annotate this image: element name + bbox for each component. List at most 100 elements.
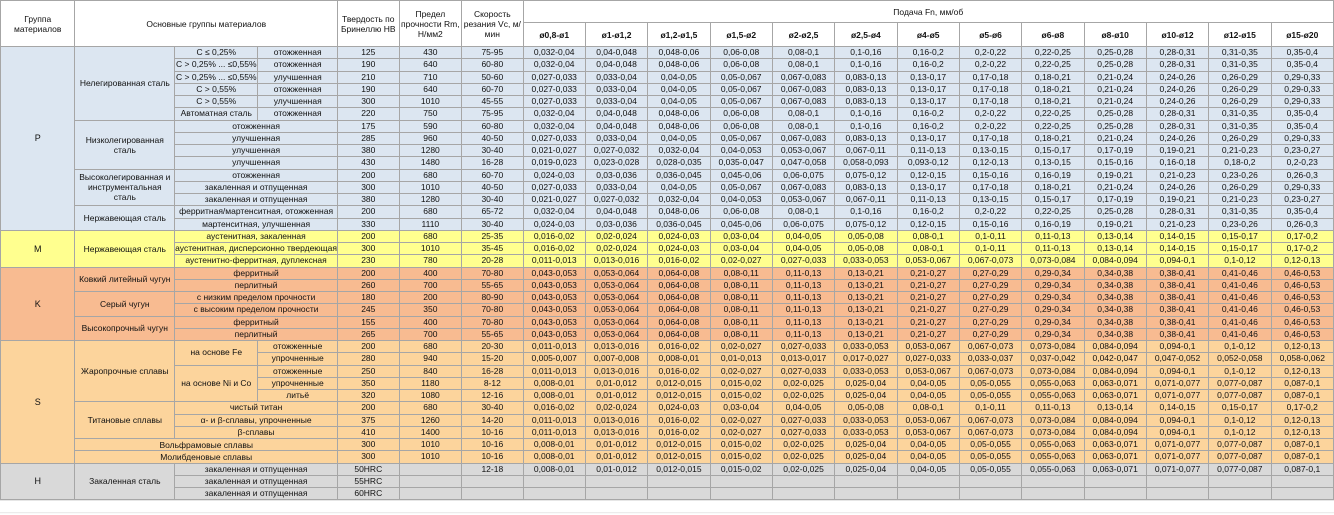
feed-value — [647, 474, 711, 489]
feed-value: 0,064-0,08 — [647, 290, 711, 305]
feed-value — [709, 486, 773, 501]
feed-value-box: 0,04-0,05 — [898, 378, 958, 388]
feed-value — [1083, 474, 1147, 489]
table-row: H Закаленная сталь закаленная и отпущенная… — [0, 462, 1334, 501]
feed-value-text: 0,25-0,28 — [1097, 108, 1134, 119]
feed-value-text: 0,17-0,2 — [1286, 230, 1318, 241]
diameter-header: ø1,5-ø2 — [709, 22, 773, 47]
subgroup-name-box: C > 0,25% ... ≤0,55% — [176, 72, 257, 82]
feed-value-box: 0,084-0,094 — [1085, 415, 1145, 425]
feed-value-box: 0,033-0,037 — [960, 354, 1020, 364]
feed-value-text: 0,04-0,048 — [596, 47, 637, 58]
feed-value-box: 0,21-0,27 — [898, 329, 958, 339]
feed-value-text: 0,11-0,13 — [785, 267, 822, 278]
feed-value-text: 0,075-0,12 — [845, 169, 887, 180]
feed-value-text: 0,077-0,087 — [1217, 451, 1263, 462]
feed-value-text: 0,13-0,17 — [910, 181, 947, 192]
hardness: 200 — [337, 229, 400, 244]
feed-value-text: 0,04-0,048 — [596, 59, 637, 70]
feed-value-text: 0,18-0,2 — [1224, 157, 1256, 168]
feed-value: 0,38-0,41 — [1145, 327, 1210, 342]
feed-value-text: 0,11-0,13 — [1035, 402, 1071, 413]
feed-value-text: 0,021-0,027 — [531, 145, 577, 156]
feed-value-text: 0,04-0,05 — [660, 71, 697, 82]
tensile-strength: 680 — [398, 205, 463, 219]
feed-value-box: 0,2-0,22 — [960, 121, 1020, 131]
feed-value: 0,053-0,064 — [584, 315, 649, 329]
tensile-strength: 200 — [398, 290, 463, 305]
feed-value: 0,055-0,063 — [1021, 376, 1085, 391]
feed-value-box: 0,064-0,08 — [649, 329, 709, 339]
cutting-speed-text: 70-80 — [481, 267, 504, 278]
diameter-header-text: ø6-ø8 — [1041, 29, 1065, 40]
condition-box: закаленная и отпущенная — [176, 182, 337, 192]
hardness: 50HRC — [337, 462, 400, 476]
feed-value-box: 0,15-0,17 — [1023, 195, 1083, 205]
feed-value-text: 0,16-0,2 — [912, 47, 944, 58]
hardness-box: 300 — [338, 452, 398, 462]
feed-value-box: 0,27-0,29 — [960, 293, 1020, 303]
feed-value-text: 0,1-0,11 — [975, 243, 1006, 254]
feed-value: 0,064-0,08 — [647, 303, 711, 317]
feed-value-text: 0,033-0,053 — [843, 255, 889, 266]
tensile-strength-text: 700 — [423, 328, 438, 339]
feed-value — [771, 486, 836, 501]
table-row: аустенитная, дисперсионно твердеющая 300 1… — [1, 241, 1334, 256]
feed-value: 0,071-0,077 — [1145, 450, 1210, 464]
feed-value-text: 0,11-0,13 — [785, 292, 822, 303]
feed-value-text: 0,2-0,22 — [974, 108, 1007, 119]
feed-value-text: 0,063-0,071 — [1092, 377, 1138, 388]
feed-value-text: 0,053-0,064 — [593, 279, 640, 290]
feed-value-box: 0,033-0,04 — [586, 133, 646, 143]
tensile-strength-box: 1010 — [400, 244, 461, 254]
feed-value: 0,032-0,04 — [522, 107, 586, 121]
tensile-strength: 1010 — [398, 241, 463, 256]
cutting-speed-text: 30-40 — [481, 145, 504, 156]
feed-value: 0,032-0,04 — [647, 192, 711, 207]
feed-value-box: 0,045-0,06 — [711, 219, 771, 229]
feed-value-text: 0,024-0,03 — [658, 402, 700, 413]
cutting-speed-text: 10-16 — [481, 426, 504, 437]
hardness-text: 375 — [361, 414, 376, 425]
feed-value-box: 0,1-0,16 — [836, 109, 896, 119]
cutting-speed: 55-65 — [461, 278, 524, 293]
hardness-text: 200 — [361, 206, 376, 217]
feed-value-text: 0,16-0,19 — [1034, 218, 1071, 229]
feed-value-box: 0,033-0,04 — [586, 72, 646, 82]
feed-value-box: 0,048-0,06 — [649, 60, 709, 70]
tensile-strength-text: 750 — [423, 108, 438, 119]
feed-value-box: 0,032-0,04 — [524, 207, 584, 217]
hardness-box: 55HRC — [338, 476, 398, 486]
feed-value-box: 0,077-0,087 — [1210, 378, 1270, 388]
feed-value-box: 0,094-0,1 — [1147, 415, 1207, 425]
feed-value: 0,12-0,15 — [896, 168, 960, 182]
material-name: Ковкий литейный чугун — [74, 266, 176, 292]
feed-value-box: 0,22-0,25 — [1023, 121, 1083, 131]
feed-value-box: 0,2-0,22 — [960, 108, 1020, 119]
feed-value: 0,021-0,027 — [522, 143, 586, 158]
feed-value-text: 0,22-0,25 — [1034, 206, 1071, 217]
feed-value-text: 0,05-0,055 — [970, 390, 1011, 401]
tensile-strength-box: 680 — [400, 342, 461, 352]
feed-value-text: 0,13-0,14 — [1097, 230, 1134, 241]
feed-value-text: 0,073-0,084 — [1030, 341, 1076, 352]
feed-value: 0,2-0,22 — [958, 205, 1023, 219]
feed-value-text: 0,29-0,34 — [1034, 279, 1071, 290]
feed-value-box: 0,048-0,06 — [649, 121, 709, 131]
feed-value-text: 0,31-0,35 — [1221, 59, 1258, 70]
cutting-speed-box: 20-30 — [463, 342, 522, 352]
condition: перлитный — [174, 327, 338, 342]
cutting-speed-box: 40-50 — [463, 182, 522, 192]
feed-value: 0,1-0,12 — [1208, 254, 1272, 268]
feed-value-box: 0,01-0,012 — [586, 378, 646, 388]
feed-value-box: 0,15-0,16 — [960, 170, 1020, 180]
feed-value-text: 0,08-0,11 — [723, 316, 759, 327]
hardness-text: 300 — [361, 96, 376, 107]
feed-value-box: 0,077-0,087 — [1210, 440, 1270, 450]
subgroup-name-box: на основе Ni и Co — [176, 378, 257, 389]
table-row: C > 0,55% отожженная 190 640 60-70 0,027-0,03… — [1, 82, 1334, 97]
feed-value-text: 0,15-0,17 — [1221, 402, 1258, 413]
feed-value: 0,17-0,18 — [958, 82, 1023, 97]
feed-value-box: 0,045-0,06 — [711, 170, 771, 180]
feed-value-box: 0,075-0,12 — [836, 169, 896, 180]
